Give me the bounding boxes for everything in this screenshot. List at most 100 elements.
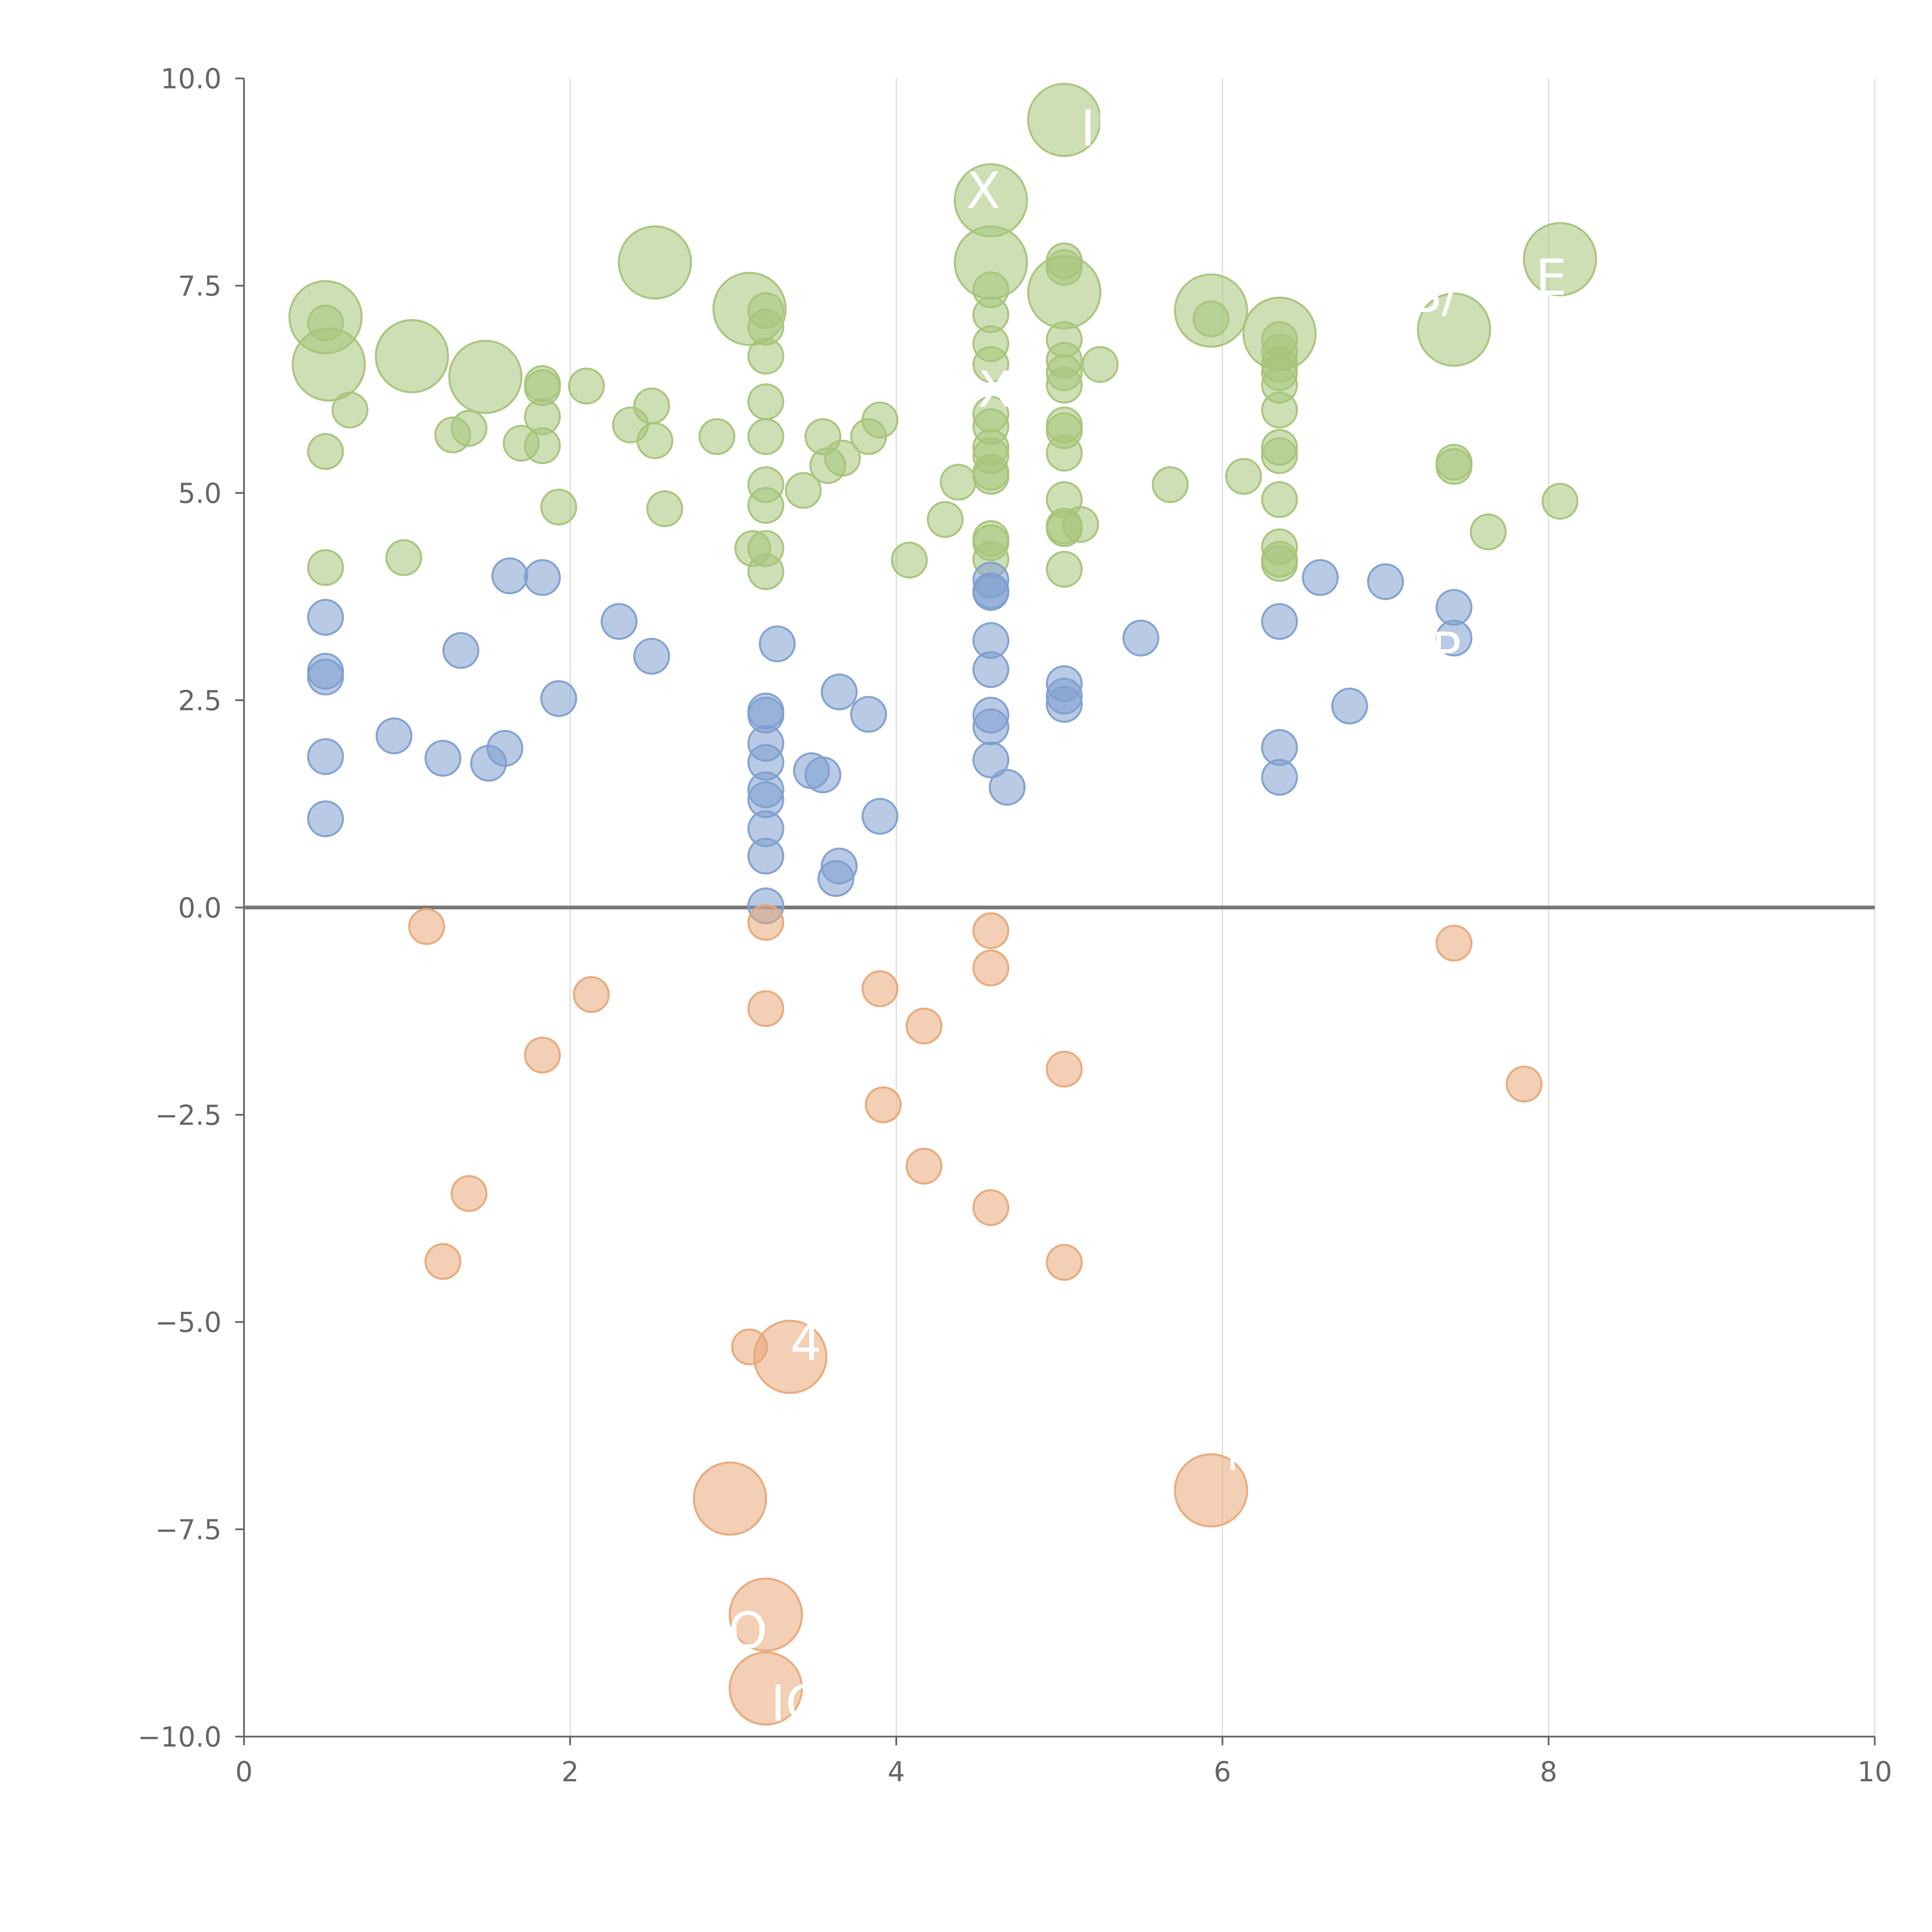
data-point-high [927, 501, 964, 538]
y-tick-label: −5.0 [155, 1306, 221, 1338]
point-label: 4 [790, 1314, 822, 1372]
data-point-mid [1331, 687, 1368, 724]
data-point-mid [486, 730, 524, 767]
x-tick-label: 2 [561, 1756, 579, 1788]
data-point-high [307, 304, 344, 342]
data-point-mid [988, 769, 1026, 806]
data-point-mid [1435, 619, 1473, 656]
data-point-high [1417, 293, 1491, 367]
data-point-mid [759, 625, 796, 662]
data-point-high [332, 391, 369, 429]
data-point-mid [1435, 589, 1473, 626]
data-point-high [1046, 367, 1083, 404]
data-point-low [972, 912, 1010, 949]
data-point-high [451, 410, 488, 447]
data-point-high [891, 541, 928, 579]
x-tick-label: 8 [1540, 1756, 1557, 1788]
data-point-mid [376, 717, 413, 755]
data-point-mid [972, 741, 1010, 779]
data-point-high [633, 387, 670, 425]
data-point-mid [540, 680, 577, 717]
point-label: X [978, 361, 1012, 419]
data-point-high [1046, 435, 1083, 472]
data-point-mid [821, 673, 858, 711]
data-point-high [785, 472, 822, 509]
y-tick-label: −7.5 [155, 1514, 221, 1546]
data-point-low [865, 1086, 902, 1123]
data-point-low [451, 1175, 488, 1212]
data-point-mid [1122, 619, 1160, 656]
data-point-low [1046, 1244, 1083, 1281]
point-label: X [966, 162, 1000, 220]
data-point-mid [442, 632, 480, 669]
data-point-high [747, 418, 784, 455]
point-label: IM [1080, 100, 1138, 158]
point-label: ' [1226, 1447, 1239, 1505]
data-point-high [698, 418, 736, 455]
point-label: S/ [1410, 265, 1459, 323]
data-point-mid [747, 837, 784, 875]
data-point-low [728, 1577, 803, 1652]
data-point-high [1046, 551, 1083, 588]
data-point-high [617, 225, 692, 300]
x-tick-label: 10 [1857, 1756, 1892, 1788]
data-point-high [1261, 391, 1298, 429]
data-point-high [448, 340, 523, 414]
data-point-high [1046, 249, 1083, 286]
data-point-high [747, 383, 784, 420]
point-label: P [1431, 622, 1461, 680]
data-point-high [1192, 300, 1230, 337]
data-point-low [728, 1651, 803, 1726]
data-point-high [568, 367, 605, 405]
data-point-low [573, 976, 610, 1013]
data-point-low [972, 949, 1010, 986]
x-tick-label: 0 [235, 1756, 253, 1788]
data-point-mid [307, 800, 344, 837]
data-point-low [524, 1036, 561, 1074]
data-point-low [861, 970, 899, 1007]
data-point-high [824, 439, 861, 477]
data-point-mid [804, 756, 842, 793]
data-point-mid [1261, 759, 1298, 796]
data-point-mid [972, 574, 1010, 611]
data-point-mid [972, 708, 1010, 745]
data-point-high [385, 539, 422, 576]
data-point-mid [1261, 603, 1298, 640]
data-point-high [1027, 83, 1102, 157]
data-point-high [1082, 346, 1119, 383]
data-point-high [861, 401, 899, 439]
point-label: O [728, 1602, 767, 1660]
data-point-high [1261, 481, 1298, 518]
data-point-high [1469, 513, 1507, 551]
y-tick-label: 5.0 [178, 478, 222, 510]
y-tick-label: 7.5 [178, 270, 222, 302]
data-point-high [972, 346, 1010, 383]
data-point-high [1261, 437, 1298, 474]
data-point-mid [633, 638, 670, 675]
data-point-high [375, 319, 449, 393]
data-point-high [940, 464, 977, 501]
data-point-mid [1367, 563, 1404, 600]
data-point-high [1062, 506, 1099, 543]
y-tick-label: −2.5 [155, 1099, 221, 1131]
x-tick-label: 6 [1214, 1756, 1231, 1788]
data-point-low [424, 1243, 462, 1280]
data-point-low [747, 990, 784, 1027]
y-tick-label: 0.0 [178, 892, 222, 924]
data-points [288, 83, 1597, 1726]
data-point-mid [491, 557, 529, 595]
data-point-low [972, 1189, 1010, 1226]
data-point-mid [307, 658, 344, 696]
data-point-high [972, 458, 1010, 495]
data-point-mid [600, 603, 638, 640]
data-point-low [1435, 925, 1473, 962]
data-point-high [524, 365, 561, 402]
data-point-low [905, 1148, 943, 1185]
y-tick-label: −10.0 [138, 1721, 221, 1753]
data-point-low [1174, 1453, 1248, 1527]
y-tick-label: 2.5 [178, 685, 222, 717]
data-point-high [307, 549, 344, 586]
data-point-high [636, 422, 673, 459]
data-point-mid [524, 559, 561, 596]
